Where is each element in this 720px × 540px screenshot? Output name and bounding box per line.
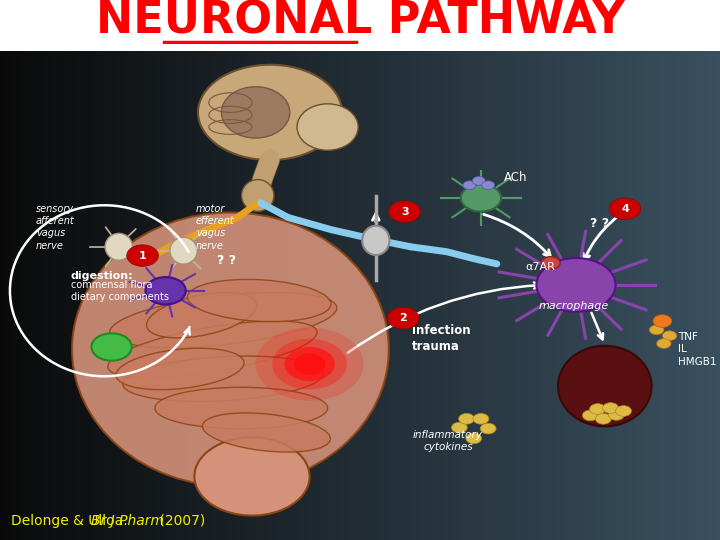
Circle shape — [603, 403, 618, 414]
Circle shape — [459, 414, 474, 424]
Ellipse shape — [242, 180, 274, 211]
Text: 4: 4 — [621, 204, 629, 214]
Ellipse shape — [147, 293, 256, 338]
Circle shape — [482, 181, 495, 190]
Ellipse shape — [222, 87, 289, 138]
Text: 3: 3 — [401, 207, 408, 217]
Text: infection
trauma: infection trauma — [412, 324, 470, 353]
Ellipse shape — [72, 213, 389, 486]
Ellipse shape — [122, 356, 324, 401]
Circle shape — [653, 315, 672, 327]
Ellipse shape — [558, 346, 652, 427]
Circle shape — [649, 325, 664, 335]
Circle shape — [582, 410, 598, 421]
Text: digestion:: digestion: — [71, 271, 133, 281]
Ellipse shape — [194, 437, 310, 516]
Text: (2007): (2007) — [155, 514, 205, 528]
Circle shape — [473, 414, 489, 424]
Text: macrophage: macrophage — [539, 301, 609, 312]
Circle shape — [466, 433, 482, 444]
Ellipse shape — [170, 237, 197, 264]
Circle shape — [541, 256, 560, 269]
Ellipse shape — [362, 226, 390, 255]
Circle shape — [127, 245, 158, 266]
Circle shape — [284, 347, 335, 381]
Ellipse shape — [297, 104, 359, 150]
Circle shape — [536, 258, 616, 312]
Text: α7AR: α7AR — [526, 262, 555, 272]
Text: Delonge & Ulloa.: Delonge & Ulloa. — [11, 514, 132, 528]
Circle shape — [657, 339, 671, 348]
Text: 1: 1 — [139, 251, 146, 261]
Text: inflammatory
cytokines: inflammatory cytokines — [413, 430, 483, 453]
Text: ? ?: ? ? — [590, 217, 610, 230]
Text: TNF
IL
HMGB1: TNF IL HMGB1 — [678, 332, 716, 367]
Circle shape — [294, 353, 325, 375]
Circle shape — [461, 184, 501, 212]
Circle shape — [256, 327, 364, 401]
Circle shape — [472, 177, 485, 185]
Circle shape — [387, 307, 419, 329]
Circle shape — [463, 181, 476, 190]
Ellipse shape — [198, 65, 342, 160]
Circle shape — [662, 331, 677, 341]
Text: commensal flora
dietary components: commensal flora dietary components — [71, 280, 168, 302]
Circle shape — [590, 404, 606, 414]
Ellipse shape — [155, 387, 328, 429]
Text: ACh: ACh — [504, 171, 528, 184]
Circle shape — [451, 422, 467, 433]
Text: Br J Pharm: Br J Pharm — [91, 514, 164, 528]
Text: motor
efferent
vagus
nerve: motor efferent vagus nerve — [196, 204, 235, 251]
Text: sensory
afferent
vagus
nerve: sensory afferent vagus nerve — [36, 204, 75, 251]
Ellipse shape — [116, 348, 244, 390]
Circle shape — [608, 409, 624, 420]
Circle shape — [595, 414, 611, 424]
Ellipse shape — [187, 279, 331, 322]
Text: NEURONAL PATHWAY: NEURONAL PATHWAY — [96, 0, 624, 43]
Circle shape — [480, 423, 496, 434]
Text: 2: 2 — [400, 313, 407, 323]
Ellipse shape — [105, 233, 132, 260]
Circle shape — [91, 333, 132, 361]
Ellipse shape — [109, 293, 337, 348]
Text: ? ?: ? ? — [217, 254, 237, 267]
Circle shape — [616, 406, 631, 416]
Circle shape — [145, 277, 186, 305]
Circle shape — [609, 198, 641, 219]
Ellipse shape — [202, 413, 330, 452]
Circle shape — [389, 201, 420, 222]
Ellipse shape — [108, 321, 317, 378]
Circle shape — [272, 339, 347, 389]
